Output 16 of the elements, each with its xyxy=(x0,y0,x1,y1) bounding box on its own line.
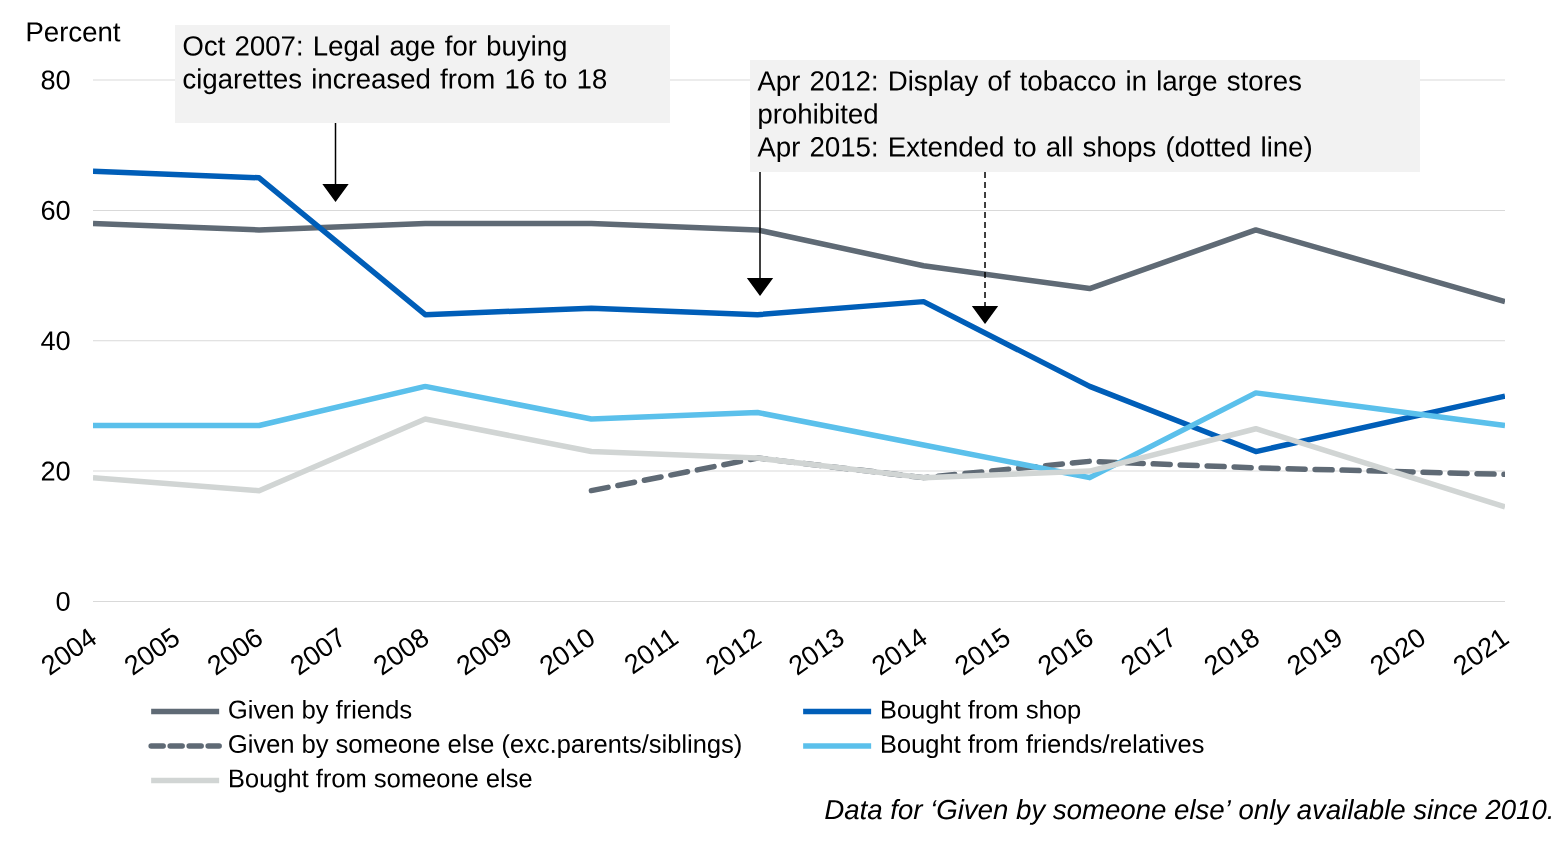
annotation: Oct 2007: Legal age for buying cigarettes increased from 16 to 18 xyxy=(183,35,607,95)
x-tick-label: 2011 xyxy=(625,629,680,675)
legend-label: Bought from someone else xyxy=(230,768,532,793)
legend-label: Given by friends xyxy=(229,699,412,724)
y-tick-label: 80 xyxy=(41,70,70,90)
y-axis-title: Percent xyxy=(27,22,121,42)
legend-label: Bought from shop xyxy=(882,699,1081,724)
legend-label: Given by someone else (exc.parents/siblings) xyxy=(229,734,741,759)
y-tick-label: 20 xyxy=(41,461,70,481)
annotation: Apr 2012: Display of tobacco in large stores prohibited xyxy=(757,70,1301,130)
y-tick-label: 60 xyxy=(41,200,70,220)
legend-label: Bought from friends/relatives xyxy=(882,734,1204,759)
y-tick-label: 40 xyxy=(41,331,70,351)
y-tick-label: 0 xyxy=(56,591,70,612)
annotation: Apr 2015: Extended to all shops (dotted line) xyxy=(757,136,1311,163)
text: Data for ‘Given by someone else’ only available since 2010. xyxy=(825,799,1552,825)
